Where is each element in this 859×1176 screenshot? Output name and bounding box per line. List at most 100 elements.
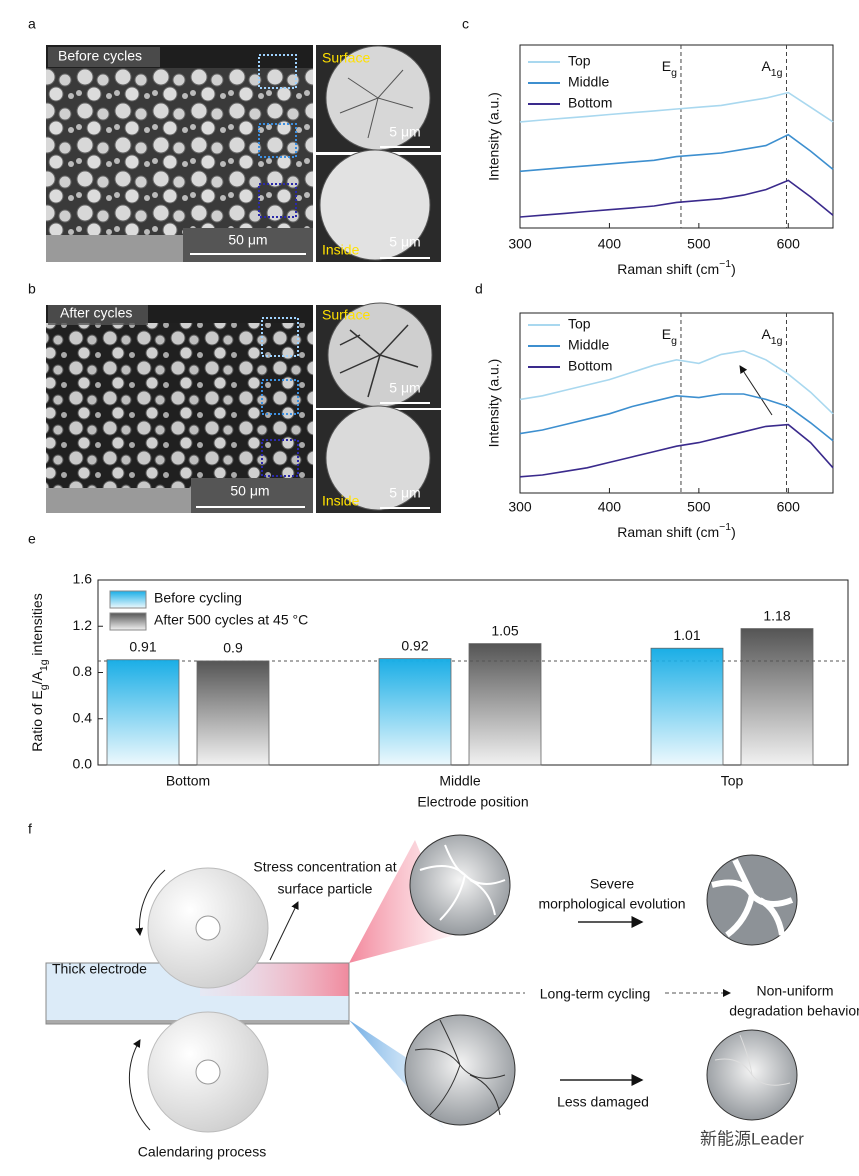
sem-panel: b 50 μm After cycles Surface 5 μm Inside… xyxy=(28,281,441,513)
legend-label: After 500 cycles at 45 °C xyxy=(154,612,308,628)
x-tick-label: 500 xyxy=(687,499,711,515)
cracks xyxy=(339,69,414,139)
annotation: Severe xyxy=(590,876,635,892)
x-tick-label: 400 xyxy=(598,236,622,252)
x-tick-label: 300 xyxy=(508,499,532,515)
legend-label: Middle xyxy=(568,74,609,90)
x-axis-label: Electrode position xyxy=(417,794,528,810)
text-part: −1 xyxy=(719,258,731,270)
panel-label: d xyxy=(475,281,483,297)
text-part: Raman shift (cm xyxy=(617,261,719,277)
y-tick-label: 1.6 xyxy=(73,571,93,587)
scale-text: 5 μm xyxy=(389,234,420,250)
particle xyxy=(409,834,511,936)
zoom-label: Inside xyxy=(322,493,360,509)
marker-label: Eg xyxy=(662,326,677,347)
annotation: degradation behavior xyxy=(729,1003,859,1019)
text-part: A xyxy=(761,58,771,74)
sem-image xyxy=(46,45,313,262)
zoom-label: Surface xyxy=(322,50,370,66)
annotation: Less damaged xyxy=(557,1094,649,1110)
text-part: Ratio of E xyxy=(29,690,45,751)
annotation: surface particle xyxy=(278,881,373,897)
bar xyxy=(378,658,452,766)
text-part: −1 xyxy=(719,521,731,533)
x-tick-label: 600 xyxy=(777,236,801,252)
panel-label: e xyxy=(28,531,36,547)
caption-box xyxy=(48,305,148,325)
y-tick-label: 0.0 xyxy=(73,756,93,772)
x-axis-label: Raman shift (cm−1) xyxy=(617,521,736,540)
schematic: f Stress concentration at surface partic… xyxy=(28,821,859,1160)
cracks xyxy=(714,1034,791,1086)
sem-caption: Before cycles xyxy=(58,48,142,64)
x-tick-label: 400 xyxy=(598,499,622,515)
sem-substrate xyxy=(46,488,191,513)
bar xyxy=(196,660,270,766)
zoom-label: Inside xyxy=(322,242,360,258)
y-axis-label: Intensity (a.u.) xyxy=(486,359,502,448)
particle xyxy=(319,149,431,261)
marker-label: A1g xyxy=(761,326,782,347)
roller-hub xyxy=(195,915,221,941)
text-part: /A xyxy=(29,670,45,684)
text-part: 1g xyxy=(771,335,783,347)
text-part: Raman shift (cm xyxy=(617,524,719,540)
y-axis-label: Ratio of Eg/A1g intensities xyxy=(29,593,50,751)
legend-label: Top xyxy=(568,53,591,69)
x-tick-label: Middle xyxy=(439,773,480,789)
x-tick-label: 600 xyxy=(777,499,801,515)
scale-text: 5 μm xyxy=(389,380,420,396)
annotation: Stress concentration at xyxy=(253,859,396,875)
cracks xyxy=(339,324,419,398)
region-box xyxy=(258,123,297,158)
zoom-label: Surface xyxy=(322,307,370,323)
series-line xyxy=(519,133,834,173)
scale-text: 5 μm xyxy=(389,485,420,501)
plot-frame xyxy=(519,312,834,494)
text-part: g xyxy=(671,335,677,347)
text-part: E xyxy=(662,326,671,342)
scale-text: 50 μm xyxy=(228,232,267,248)
y-tick-label: 1.2 xyxy=(73,617,93,633)
sem-substrate xyxy=(46,235,183,262)
watermark: 新能源Leader xyxy=(700,1129,804,1148)
particle xyxy=(404,1014,516,1126)
legend-swatch xyxy=(109,590,147,609)
beam xyxy=(349,840,455,963)
roller-hub xyxy=(195,1059,221,1085)
y-tick-label: 0.4 xyxy=(73,709,93,725)
rotation-arrow xyxy=(135,869,166,936)
shift-arrow xyxy=(739,365,773,416)
annotation: morphological evolution xyxy=(538,896,685,912)
panel-label: f xyxy=(28,821,32,837)
annotation: Thick electrode xyxy=(52,961,147,977)
series-line xyxy=(519,91,834,123)
legend-label: Top xyxy=(568,316,591,332)
text-part: g xyxy=(671,67,677,79)
scale-text: 50 μm xyxy=(230,483,269,499)
legend-label: Before cycling xyxy=(154,590,242,606)
sem-panel: a 50 μm Before cycles Surface 5 μm Insid… xyxy=(28,16,441,262)
cracks xyxy=(419,844,506,921)
cracks xyxy=(711,858,794,938)
scale-box xyxy=(183,228,313,262)
rotation-arrow xyxy=(128,1039,151,1131)
bar xyxy=(468,643,542,766)
text-part: E xyxy=(662,58,671,74)
x-tick-label: 300 xyxy=(508,236,532,252)
bar xyxy=(106,659,180,766)
series-line xyxy=(519,393,834,442)
marker-label: A1g xyxy=(761,58,782,79)
caption-box xyxy=(48,47,160,67)
x-axis-label: Raman shift (cm−1) xyxy=(617,258,736,277)
series-line xyxy=(519,423,834,478)
plot-frame xyxy=(519,44,834,229)
bar xyxy=(650,647,724,766)
panel-label: c xyxy=(462,16,469,32)
legend-label: Bottom xyxy=(568,358,612,374)
text-part: ) xyxy=(731,261,736,277)
text-part: 1g xyxy=(771,67,783,79)
value-label: 1.18 xyxy=(763,607,790,623)
